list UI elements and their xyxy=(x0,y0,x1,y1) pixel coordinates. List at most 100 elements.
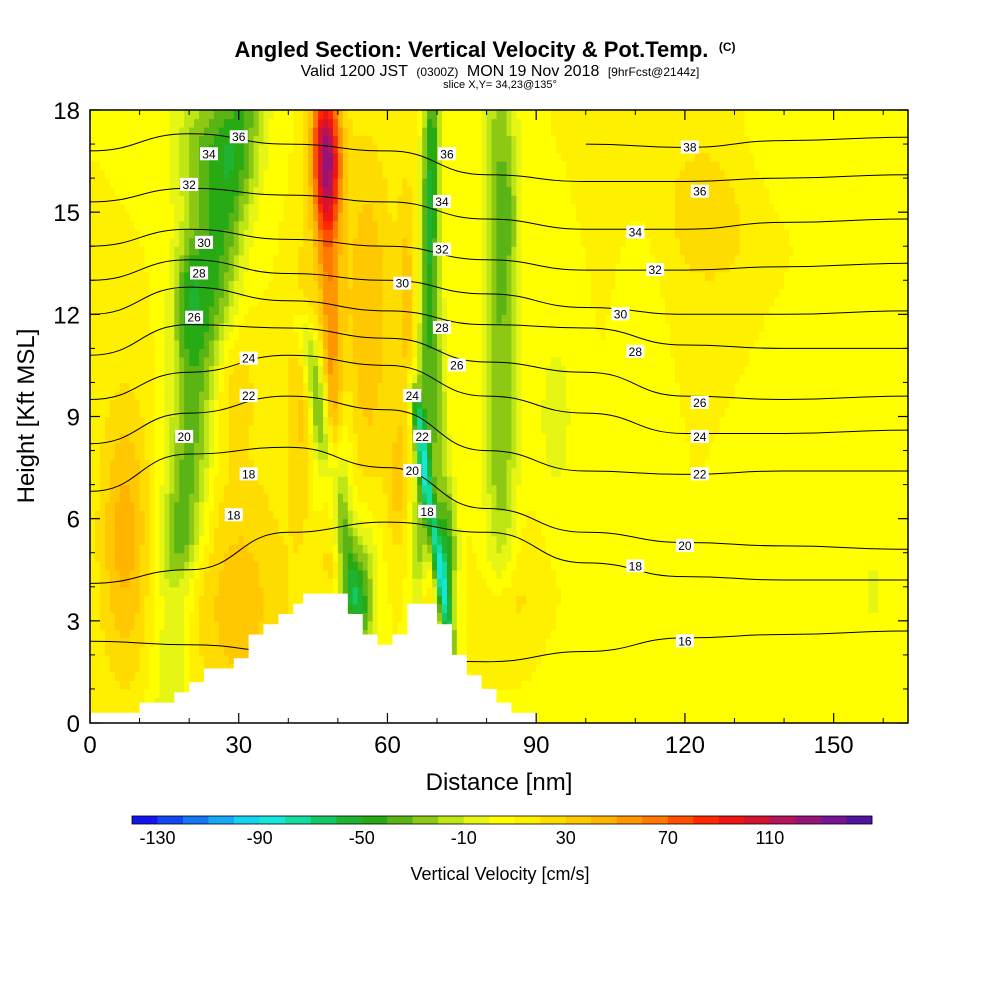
field-cell xyxy=(466,654,473,664)
field-cell xyxy=(218,484,225,494)
field-cell xyxy=(565,646,572,656)
field-cell xyxy=(615,586,622,596)
field-cell xyxy=(223,518,230,528)
field-cell xyxy=(759,629,765,639)
field-cell xyxy=(808,476,815,486)
field-cell xyxy=(293,484,299,494)
field-cell xyxy=(595,569,602,579)
field-cell xyxy=(670,578,676,588)
field-cell xyxy=(446,501,453,511)
field-cell xyxy=(451,518,458,528)
field-cell xyxy=(149,671,156,682)
field-cell xyxy=(159,493,165,503)
field-cell xyxy=(268,612,275,622)
field-cell xyxy=(417,493,423,503)
field-cell xyxy=(779,586,785,596)
field-cell xyxy=(253,484,260,494)
field-cell xyxy=(630,569,636,579)
field-cell xyxy=(660,586,666,596)
field-cell xyxy=(208,467,215,477)
field-cell xyxy=(427,586,433,596)
field-cell xyxy=(744,680,750,690)
field-cell xyxy=(853,578,860,588)
field-cell xyxy=(189,620,195,630)
field-cell xyxy=(679,561,686,571)
field-cell xyxy=(377,535,384,545)
field-cell xyxy=(521,552,527,562)
field-cell xyxy=(139,688,146,699)
field-cell xyxy=(134,705,141,716)
field-cell xyxy=(496,595,503,605)
field-cell xyxy=(481,595,488,605)
field-cell xyxy=(868,714,874,723)
field-cell xyxy=(858,484,864,494)
field-cell xyxy=(580,654,587,664)
field-cell xyxy=(313,518,319,528)
field-cell xyxy=(684,518,691,528)
field-cell xyxy=(595,578,602,588)
field-cell xyxy=(605,612,612,622)
field-cell xyxy=(184,467,190,477)
field-cell xyxy=(139,586,146,596)
field-cell xyxy=(724,646,731,656)
field-cell xyxy=(878,671,884,682)
field-cell xyxy=(456,527,463,537)
field-cell xyxy=(689,705,696,716)
field-cell xyxy=(159,697,165,707)
field-cell xyxy=(739,705,745,716)
field-cell xyxy=(898,705,904,716)
field-cell xyxy=(104,671,111,682)
field-cell xyxy=(204,646,210,656)
field-cell xyxy=(605,646,612,656)
field-cell xyxy=(179,646,185,656)
field-cell xyxy=(387,595,394,605)
field-cell xyxy=(228,535,235,545)
field-cell xyxy=(149,527,156,537)
field-cell xyxy=(630,476,636,486)
field-cell xyxy=(749,680,755,690)
field-cell xyxy=(833,697,840,707)
field-cell xyxy=(367,518,374,528)
field-cell xyxy=(823,654,830,664)
field-cell xyxy=(293,518,299,528)
field-cell xyxy=(803,688,810,699)
field-cell xyxy=(798,654,805,664)
field-cell xyxy=(531,544,537,554)
field-cell xyxy=(496,518,503,528)
field-cell xyxy=(878,501,884,511)
field-cell xyxy=(719,714,726,723)
field-cell xyxy=(878,688,884,699)
field-cell xyxy=(456,501,463,511)
field-cell xyxy=(382,544,389,554)
field-cell xyxy=(635,544,641,554)
field-cell xyxy=(114,586,121,596)
field-cell xyxy=(134,603,141,613)
field-cell xyxy=(595,484,602,494)
field-cell xyxy=(451,586,458,596)
field-cell xyxy=(585,493,592,503)
field-cell xyxy=(268,552,275,562)
field-cell xyxy=(665,595,671,605)
field-cell xyxy=(189,493,195,503)
field-cell xyxy=(754,612,760,622)
field-cell xyxy=(660,620,666,630)
field-cell xyxy=(159,552,165,562)
field-cell xyxy=(793,561,800,571)
field-cell xyxy=(124,544,131,554)
field-cell xyxy=(204,629,210,639)
field-cell xyxy=(486,654,493,664)
field-cell xyxy=(367,603,374,613)
field-cell xyxy=(441,484,448,494)
field-cell xyxy=(858,535,864,545)
field-cell xyxy=(645,569,651,579)
field-cell xyxy=(253,476,260,486)
field-cell xyxy=(858,697,864,707)
field-cell xyxy=(476,586,483,596)
field-cell xyxy=(883,654,889,664)
field-cell xyxy=(293,595,299,605)
field-cell xyxy=(90,688,96,699)
field-cell xyxy=(179,595,185,605)
field-cell xyxy=(640,544,646,554)
field-cell xyxy=(818,578,825,588)
field-cell xyxy=(630,697,636,707)
